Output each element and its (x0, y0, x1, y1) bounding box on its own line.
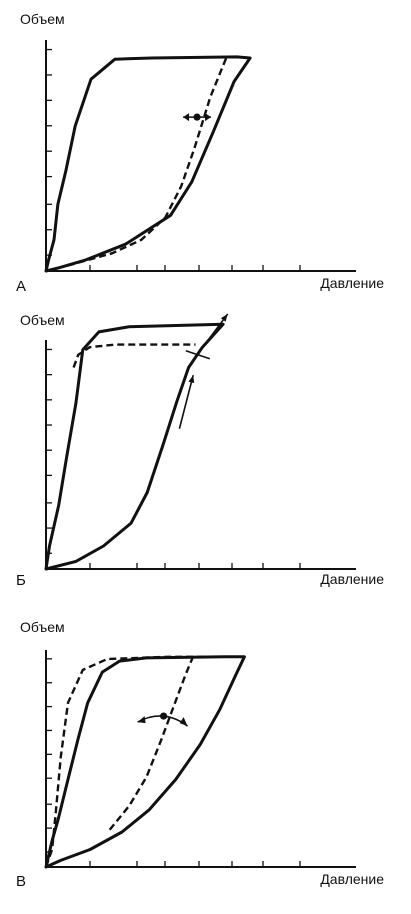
y-axis-label: Объем (20, 312, 65, 328)
x-axis-label: Давление (320, 571, 384, 587)
x-axis-label: Давление (320, 275, 384, 291)
chart-panel-3: Объем Давление В (16, 619, 384, 890)
panel-label: В (16, 873, 26, 890)
chart-panel-1: Объем Давление А (16, 11, 384, 295)
dashed-curve-3 (108, 656, 195, 831)
solid-loop-1 (44, 55, 252, 273)
double-arrow-icon (183, 113, 212, 122)
solid-loop-1 (44, 322, 225, 571)
dashed-curve-2 (72, 343, 196, 368)
x-axis-label: Давление (320, 871, 384, 887)
y-axis-label: Объем (20, 11, 65, 27)
arrow-icon (204, 313, 229, 346)
dashed-curve-2 (45, 57, 228, 273)
panel-label: Б (16, 572, 26, 589)
y-axis-label: Объем (20, 619, 65, 635)
panel-label: А (16, 278, 26, 295)
cut-mark-icon (185, 350, 211, 360)
arrow-icon (178, 375, 195, 429)
chart-panel-2: Объем Давление Б (16, 312, 384, 589)
dashed-curve-2 (44, 655, 245, 868)
curved-double-arrow-icon (137, 712, 189, 727)
